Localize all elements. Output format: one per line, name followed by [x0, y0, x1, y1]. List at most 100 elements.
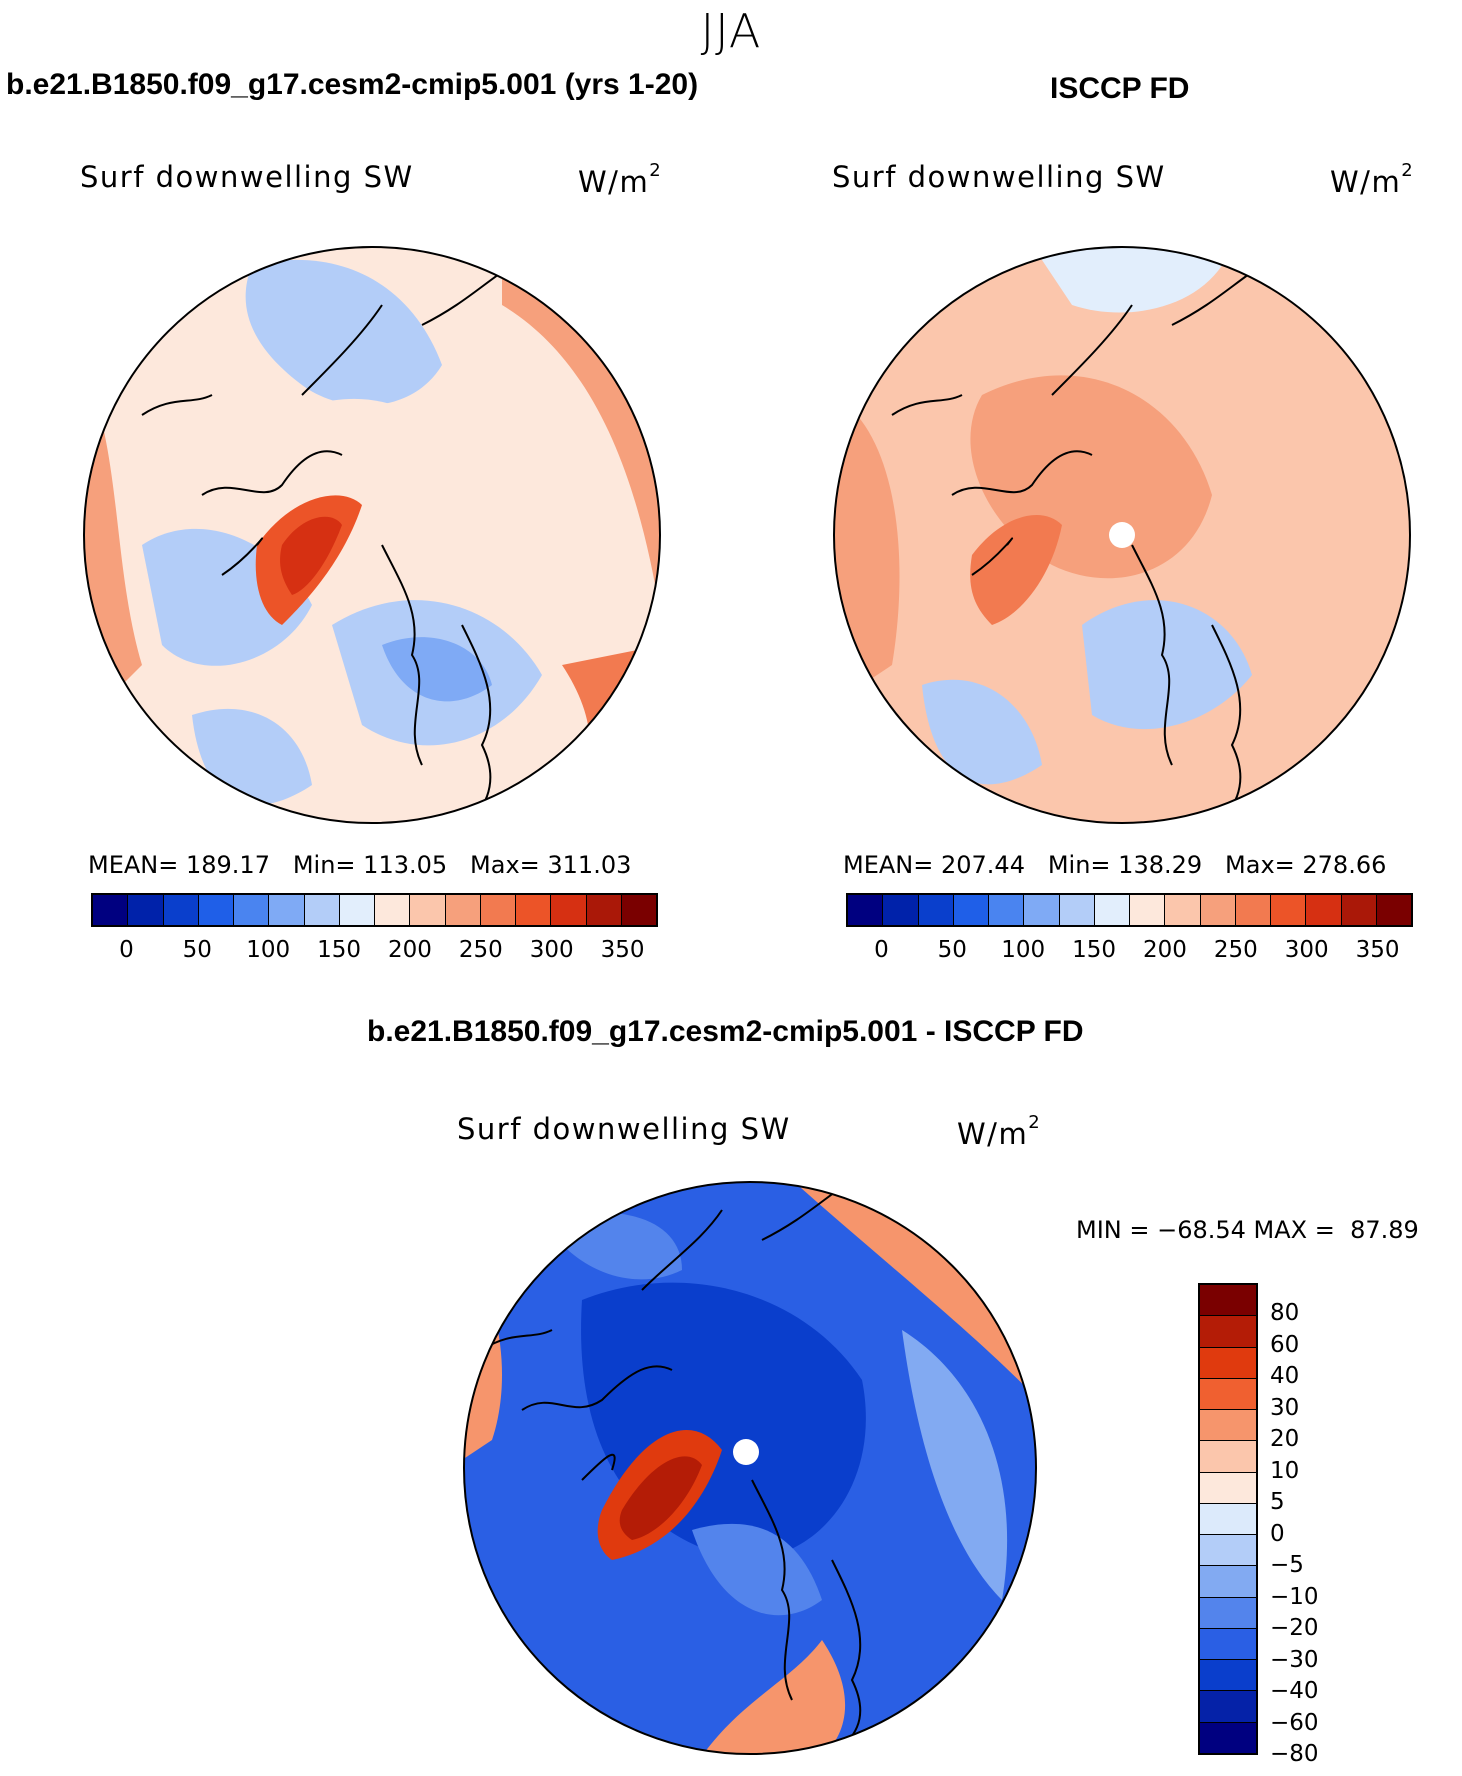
colorbar-tick-label: 350	[1355, 937, 1400, 963]
colorbar-tick-label: 200	[1142, 937, 1187, 963]
colorbar-swatch	[918, 895, 954, 925]
colorbar-swatch	[1165, 895, 1201, 925]
model-polar-map	[83, 246, 661, 824]
colorbar-swatch	[128, 895, 164, 925]
observation-polar-map	[833, 246, 1411, 824]
colorbar-tick-label: 200	[387, 937, 432, 963]
diff-colorbar-tick-label: −5	[1270, 1552, 1304, 1579]
map3-pole-hole	[733, 1439, 759, 1465]
diff-colorbar-swatch	[1200, 1410, 1256, 1442]
panel-left-stats: MEAN= 189.17 Min= 113.05 Max= 311.03	[88, 851, 632, 879]
diff-colorbar-swatch	[1200, 1503, 1256, 1536]
diff-colorbar-tick-label: 5	[1270, 1489, 1285, 1516]
diff-colorbar-tick-label: 60	[1270, 1331, 1300, 1358]
diff-colorbar-swatch	[1200, 1285, 1256, 1317]
diff-panel-title: b.e21.B1850.f09_g17.cesm2-cmip5.001 - IS…	[367, 1015, 1084, 1048]
colorbar-tick-label: 300	[1284, 937, 1329, 963]
panel-right-colorbar-ticks: 0 50 100 150 200 250 300 350	[846, 937, 1413, 967]
colorbar-swatch	[1024, 895, 1060, 925]
colorbar-swatch	[480, 895, 516, 925]
colorbar-swatch	[516, 895, 552, 925]
diff-colorbar-swatch	[1200, 1628, 1256, 1661]
colorbar-swatch	[198, 895, 234, 925]
colorbar-swatch	[1059, 895, 1095, 925]
diff-colorbar-swatch	[1200, 1535, 1256, 1567]
colorbar-swatch	[953, 895, 989, 925]
diff-colorbar-tick-label: −60	[1270, 1709, 1319, 1736]
diff-colorbar-tick-label: 20	[1270, 1426, 1300, 1453]
diff-colorbar-swatch	[1200, 1722, 1256, 1753]
diff-colorbar-tick-label: 0	[1270, 1520, 1285, 1547]
map2-greenland	[970, 515, 1062, 625]
colorbar-tick-label: 50	[182, 937, 212, 963]
colorbar-swatch	[1094, 895, 1130, 925]
colorbar-swatch	[304, 895, 340, 925]
diff-colorbar	[1198, 1283, 1258, 1755]
map2-cool-lower	[922, 679, 1042, 785]
diff-colorbar-swatch	[1200, 1347, 1256, 1379]
map1-cool-atlantic-core	[382, 637, 492, 702]
panel-left-variable: Surf downwelling SW	[80, 160, 414, 194]
colorbar-swatch	[269, 895, 305, 925]
colorbar-swatch	[586, 895, 622, 925]
diff-colorbar-tick-label: −20	[1270, 1615, 1319, 1642]
map1-cool-north	[245, 259, 442, 406]
diff-colorbar-swatch	[1200, 1378, 1256, 1411]
panel-right-units: W/m2	[1330, 160, 1413, 199]
colorbar-tick-label: 100	[246, 937, 291, 963]
colorbar-swatch	[989, 895, 1025, 925]
colorbar-tick-label: 100	[1001, 937, 1046, 963]
colorbar-swatch	[93, 895, 129, 925]
diff-panel-variable: Surf downwelling SW	[457, 1112, 791, 1146]
colorbar-tick-label: 50	[937, 937, 967, 963]
diff-colorbar-tick-label: −10	[1270, 1583, 1319, 1610]
colorbar-swatch	[234, 895, 270, 925]
colorbar-swatch	[551, 895, 587, 925]
colorbar-tick-label: 150	[317, 937, 362, 963]
map2-pole-hole	[1109, 522, 1135, 548]
panel-left-colorbar	[91, 893, 658, 927]
colorbar-swatch	[1306, 895, 1342, 925]
colorbar-swatch	[1271, 895, 1307, 925]
diff-colorbar-ticks: 80 60 40 30 20 10 5 0 −5 −10 −20 −30 −40 −60 −80	[1270, 1283, 1370, 1767]
diff-colorbar-tick-label: 40	[1270, 1363, 1300, 1390]
colorbar-swatch	[375, 895, 411, 925]
panel-right-colorbar	[846, 893, 1413, 927]
colorbar-tick-label: 250	[458, 937, 503, 963]
panel-right-stats: MEAN= 207.44 Min= 138.29 Max= 278.66	[843, 851, 1387, 879]
panel-left-colorbar-ticks: 0 50 100 150 200 250 300 350	[91, 937, 658, 967]
colorbar-tick-label: 350	[600, 937, 645, 963]
diff-panel-minmax: MIN = −68.54 MAX = 87.89	[1076, 1216, 1419, 1244]
map3-east-pale	[902, 1330, 1008, 1600]
colorbar-swatch	[1341, 895, 1377, 925]
diff-colorbar-swatch	[1200, 1472, 1256, 1504]
panel-left-units: W/m2	[578, 160, 661, 199]
colorbar-swatch	[1200, 895, 1236, 925]
diff-colorbar-tick-label: 80	[1270, 1300, 1300, 1327]
map3-greenland-core	[619, 1456, 702, 1540]
colorbar-tick-label: 0	[874, 937, 889, 963]
diff-colorbar-swatch	[1200, 1441, 1256, 1473]
colorbar-swatch	[1235, 895, 1271, 925]
colorbar-swatch	[339, 895, 375, 925]
colorbar-swatch	[410, 895, 446, 925]
colorbar-swatch	[163, 895, 199, 925]
panel-right-variable: Surf downwelling SW	[832, 160, 1166, 194]
diff-colorbar-tick-label: 30	[1270, 1394, 1300, 1421]
diff-colorbar-swatch	[1200, 1566, 1256, 1598]
colorbar-swatch	[1376, 895, 1411, 925]
map3-se-warm	[702, 1640, 846, 1754]
diff-panel-units: W/m2	[957, 1112, 1040, 1151]
diff-colorbar-tick-label: −30	[1270, 1646, 1319, 1673]
panel-right-title: ISCCP FD	[1050, 72, 1190, 105]
diff-colorbar-tick-label: −40	[1270, 1678, 1319, 1705]
map3-atlantic-light	[692, 1523, 822, 1616]
colorbar-swatch	[1130, 895, 1166, 925]
diff-colorbar-tick-label: 10	[1270, 1457, 1300, 1484]
diff-colorbar-swatch	[1200, 1660, 1256, 1692]
diff-colorbar-swatch	[1200, 1597, 1256, 1629]
map1-greenland-core	[280, 516, 342, 595]
panel-left-title: b.e21.B1850.f09_g17.cesm2-cmip5.001 (yrs…	[6, 68, 699, 101]
diff-colorbar-swatch	[1200, 1316, 1256, 1348]
colorbar-tick-label: 150	[1072, 937, 1117, 963]
